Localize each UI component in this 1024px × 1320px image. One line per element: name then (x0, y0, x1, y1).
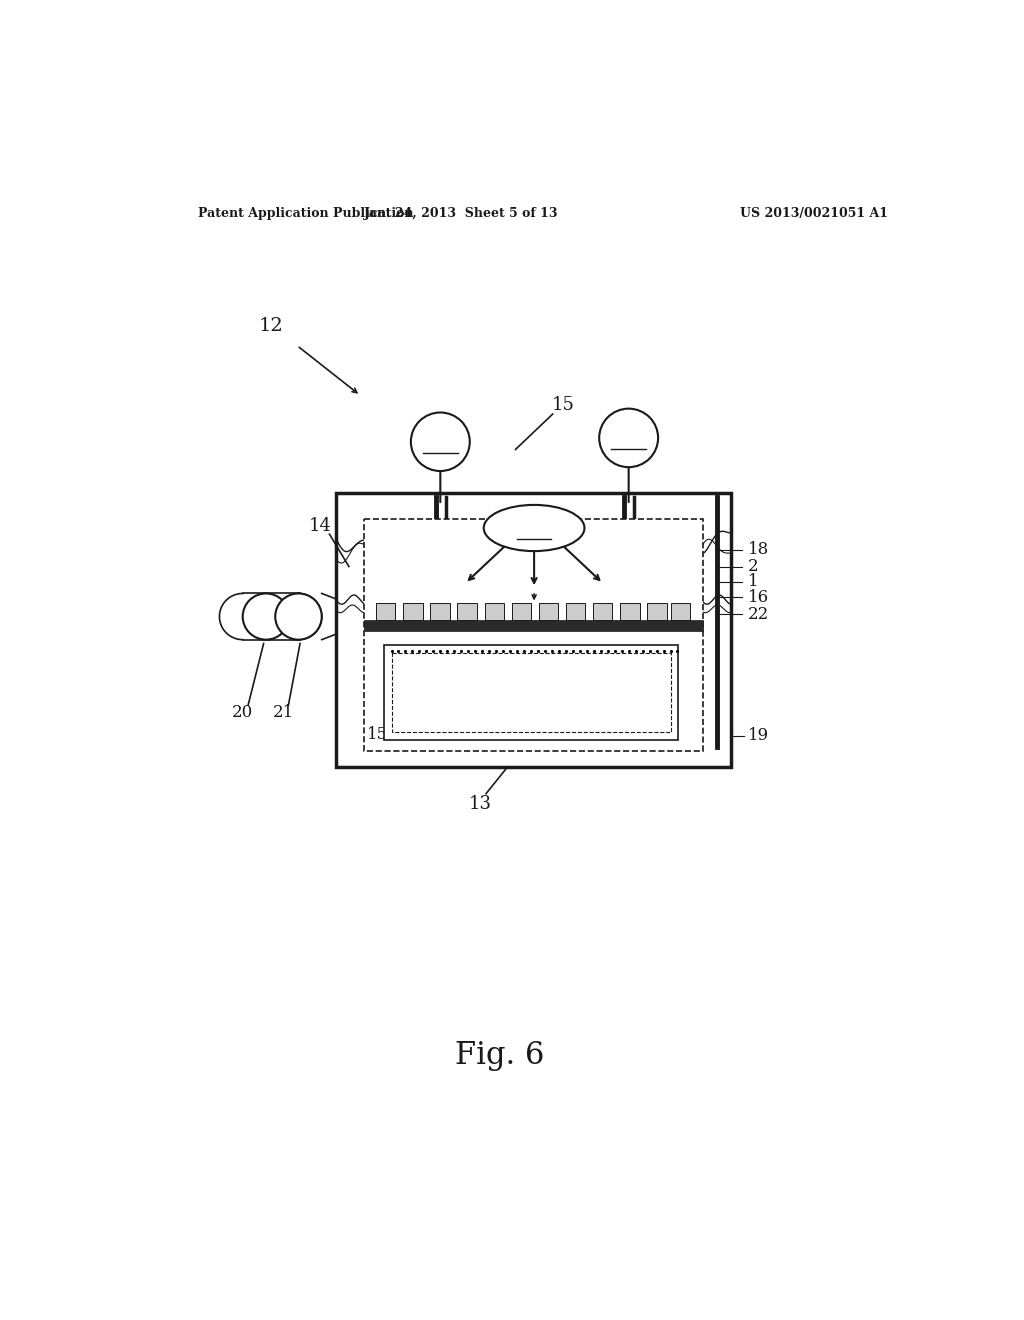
Text: 12: 12 (259, 317, 284, 335)
Text: 14: 14 (309, 517, 332, 536)
Bar (391, 653, 671, 733)
Bar (384, 645, 678, 739)
Bar (430, 603, 450, 620)
Bar (376, 603, 395, 620)
Text: 22: 22 (748, 606, 769, 623)
Text: 18: 18 (748, 541, 769, 558)
Text: Jan. 24, 2013  Sheet 5 of 13: Jan. 24, 2013 Sheet 5 of 13 (364, 207, 558, 220)
Bar (621, 603, 640, 620)
Text: 19: 19 (748, 727, 769, 744)
Bar (647, 603, 667, 620)
Bar (336, 494, 731, 767)
Text: 24: 24 (429, 433, 452, 450)
Bar (403, 603, 423, 620)
Bar (458, 603, 477, 620)
Text: 15: 15 (552, 396, 575, 413)
Text: Patent Application Publication: Patent Application Publication (198, 207, 414, 220)
Circle shape (243, 594, 289, 640)
Text: 23: 23 (617, 429, 640, 447)
Bar (484, 603, 504, 620)
Bar (365, 519, 703, 751)
Text: 17: 17 (522, 519, 546, 537)
Text: US 2013/0021051 A1: US 2013/0021051 A1 (740, 207, 888, 220)
Text: 21: 21 (272, 705, 294, 721)
Circle shape (275, 594, 322, 640)
Text: 2: 2 (748, 558, 759, 576)
Text: Fig. 6: Fig. 6 (456, 1040, 545, 1071)
Text: I: I (263, 610, 269, 623)
Circle shape (411, 412, 470, 471)
Text: 13: 13 (469, 795, 493, 813)
Text: 1: 1 (748, 573, 759, 590)
Bar (593, 603, 612, 620)
Text: 16: 16 (748, 589, 769, 606)
Text: U: U (292, 610, 305, 623)
Ellipse shape (483, 504, 585, 552)
Bar (539, 603, 558, 620)
Circle shape (599, 409, 658, 467)
Text: 20: 20 (232, 705, 253, 721)
Bar (566, 603, 586, 620)
Bar (671, 603, 690, 620)
Bar (365, 620, 703, 631)
Bar (512, 603, 531, 620)
Text: 15: 15 (367, 726, 388, 743)
